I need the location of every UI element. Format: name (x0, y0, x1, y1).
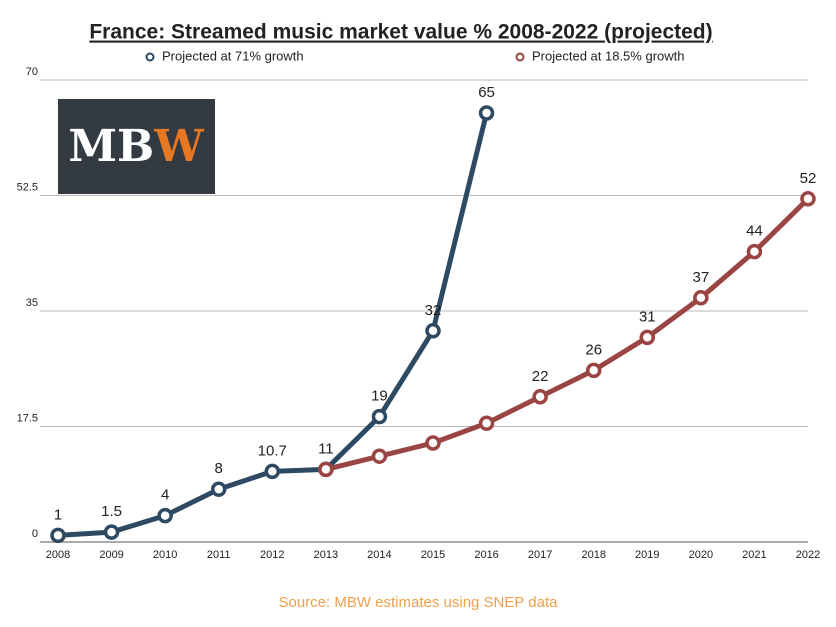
data-label: 32 (425, 302, 442, 319)
x-tick-label: 2021 (742, 549, 766, 561)
point (478, 415, 495, 431)
x-tick-label: 2010 (153, 549, 177, 561)
point (50, 527, 66, 544)
legend-label: Projected at 18.5% growth (532, 48, 684, 63)
x-tick-label: 2022 (796, 549, 820, 561)
legend-marker (515, 52, 525, 62)
point (103, 524, 120, 540)
data-label: 1.5 (101, 503, 122, 520)
point (639, 329, 656, 346)
data-label: 31 (639, 308, 656, 325)
point (746, 243, 763, 260)
x-tick-label: 2012 (260, 549, 284, 561)
logo-text: MBW (68, 121, 204, 172)
data-label: 37 (693, 269, 710, 286)
source-note: Source: MBW estimates using SNEP data (278, 594, 558, 611)
y-tick-label: 52.5 (17, 181, 38, 193)
x-tick-label: 2009 (99, 549, 123, 561)
y-tick-label: 0 (32, 528, 38, 540)
data-label: 1 (54, 506, 62, 523)
logo-box (58, 99, 215, 194)
data-label: 22 (532, 368, 549, 385)
data-label: 65 (478, 84, 495, 101)
x-tick-label: 2011 (207, 549, 231, 561)
data-label: 10.7 (258, 442, 287, 459)
x-tick-label: 2019 (635, 549, 659, 561)
x-tick-label: 2013 (314, 549, 338, 561)
y-tick-label: 35 (26, 297, 38, 309)
data-label: 26 (585, 341, 602, 358)
y-tick-label: 70 (26, 66, 38, 78)
x-tick-label: 2014 (367, 549, 391, 561)
point (532, 389, 548, 405)
data-label: 8 (215, 460, 223, 477)
point (425, 435, 441, 451)
point (157, 507, 173, 524)
point (585, 362, 602, 379)
point (478, 105, 495, 121)
data-label: 44 (746, 223, 763, 240)
chart-title: France: Streamed music market value % 20… (89, 21, 712, 44)
x-tick-label: 2015 (421, 549, 445, 561)
point (800, 191, 816, 207)
x-tick-label: 2020 (689, 549, 713, 561)
series-line (325, 197, 810, 472)
data-label: 19 (371, 388, 388, 405)
legend-marker (145, 52, 155, 62)
x-tick-label: 2017 (528, 549, 552, 561)
data-label: 4 (161, 487, 169, 504)
point (425, 323, 441, 339)
point (693, 290, 709, 306)
y-tick-label: 17.5 (17, 412, 38, 424)
x-tick-label: 2016 (474, 549, 498, 561)
point (371, 448, 388, 464)
legend-label: Projected at 71% growth (162, 48, 304, 63)
data-label: 52 (800, 170, 817, 187)
point (371, 408, 388, 425)
x-tick-label: 2018 (581, 549, 605, 561)
point (264, 463, 281, 480)
point (318, 461, 334, 478)
data-label: 11 (318, 440, 334, 457)
point (210, 481, 227, 497)
x-tick-label: 2008 (46, 549, 70, 561)
